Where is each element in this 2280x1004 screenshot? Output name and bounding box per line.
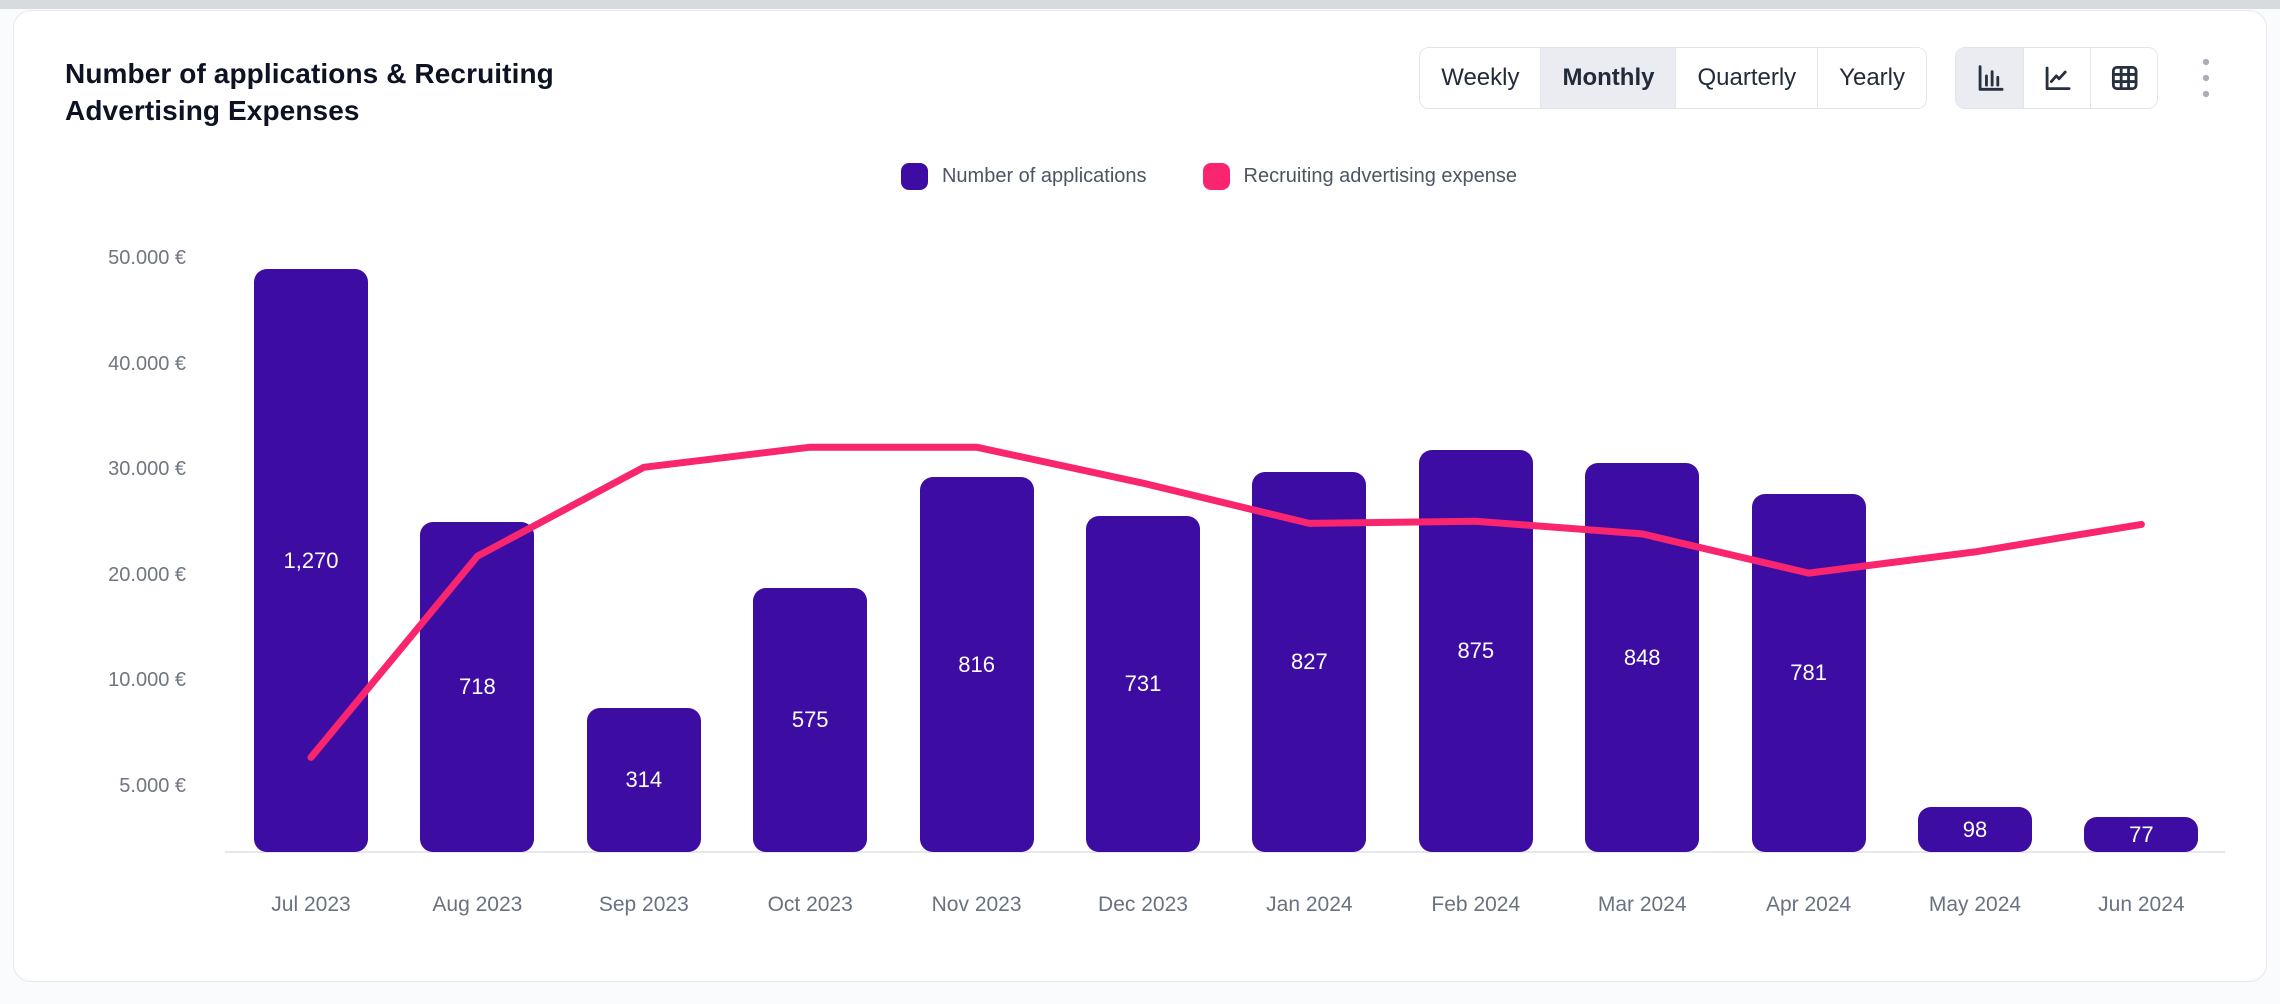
bar-chart-icon bbox=[1978, 65, 2003, 91]
kebab-menu-icon bbox=[2202, 58, 2210, 98]
bar-sep-2023[interactable] bbox=[586, 708, 701, 852]
table-icon bbox=[2111, 65, 2138, 91]
bar-mar-2024[interactable] bbox=[1585, 463, 1700, 852]
chart-title: Number of applications & Recruiting Adve… bbox=[65, 58, 554, 126]
chart-line-view-button[interactable] bbox=[2023, 48, 2090, 108]
bar-apr-2024[interactable] bbox=[1751, 494, 1866, 852]
bar-jun-2024[interactable] bbox=[2084, 817, 2199, 852]
chart-view-toggle-group bbox=[1955, 47, 2158, 109]
period-tab-yearly[interactable]: Yearly bbox=[1817, 48, 1926, 108]
legend-swatch bbox=[900, 163, 928, 190]
period-tab-monthly[interactable]: Monthly bbox=[1540, 48, 1676, 108]
bar-oct-2023[interactable] bbox=[753, 588, 868, 852]
bar-aug-2023[interactable] bbox=[420, 522, 535, 852]
bar-jan-2024[interactable] bbox=[1252, 472, 1367, 852]
legend-item-1[interactable]: Recruiting advertising expense bbox=[1202, 163, 1518, 190]
legend-item-0[interactable]: Number of applications bbox=[900, 163, 1147, 190]
bar-jul-2023[interactable] bbox=[254, 269, 368, 852]
bar-nov-2023[interactable] bbox=[919, 477, 1034, 852]
period-tab-weekly[interactable]: Weekly bbox=[1420, 48, 1541, 108]
chart-controls: Weekly Monthly Quarterly Yearly bbox=[1419, 47, 2226, 109]
line-chart-icon bbox=[2045, 66, 2071, 91]
page-top-edge bbox=[0, 0, 2280, 9]
legend-label: Number of applications bbox=[941, 165, 1147, 187]
legend-swatch bbox=[1202, 163, 1230, 190]
more-options-button[interactable] bbox=[2186, 47, 2226, 109]
period-tab-group: Weekly Monthly Quarterly Yearly bbox=[1419, 47, 1927, 109]
chart-legend: Number of applications Recruiting adverti… bbox=[254, 163, 2164, 190]
bar-may-2024[interactable] bbox=[1918, 807, 2032, 852]
bar-feb-2024[interactable] bbox=[1418, 450, 1533, 852]
bar-dec-2023[interactable] bbox=[1086, 516, 1200, 852]
chart-bar-view-button[interactable] bbox=[1956, 48, 2023, 108]
chart-table-view-button[interactable] bbox=[2090, 48, 2157, 108]
period-tab-quarterly[interactable]: Quarterly bbox=[1675, 48, 1818, 108]
legend-label: Recruiting advertising expense bbox=[1243, 165, 1518, 187]
